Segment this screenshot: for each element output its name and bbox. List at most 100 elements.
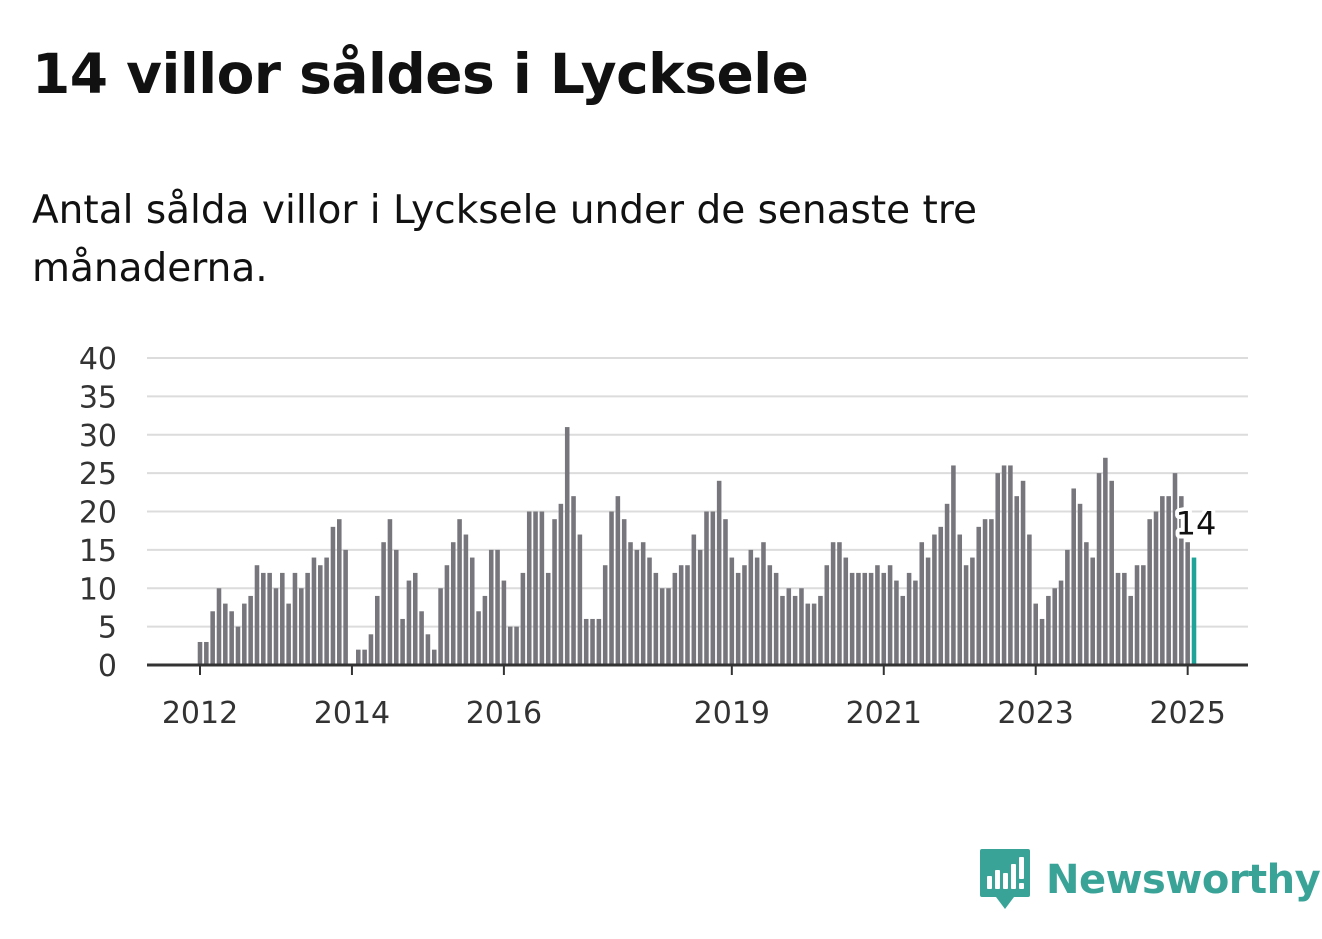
- bar: [1166, 496, 1171, 665]
- bar: [539, 511, 545, 665]
- bar: [868, 572, 874, 665]
- bar: [710, 511, 716, 665]
- bar: [932, 534, 937, 665]
- x-tick-label: 2014: [314, 696, 390, 731]
- bar: [735, 572, 741, 665]
- bar: [1090, 557, 1095, 665]
- bar: [1027, 534, 1032, 665]
- bar: [773, 572, 779, 665]
- grid-lines: [147, 357, 1248, 628]
- bar: [1147, 519, 1152, 665]
- bar: [754, 557, 760, 665]
- bar: [223, 603, 228, 665]
- bar: [514, 626, 519, 665]
- bar: [520, 572, 526, 665]
- bar: [318, 565, 323, 665]
- bar: [957, 534, 963, 665]
- bar: [1008, 465, 1013, 665]
- bar: [1096, 473, 1102, 665]
- bar: [305, 572, 310, 665]
- bar: [628, 542, 633, 665]
- bar: [1128, 595, 1133, 665]
- bar: [381, 542, 386, 665]
- bar: [989, 519, 994, 665]
- bar: [280, 572, 285, 665]
- bar: [723, 519, 728, 665]
- annotation: 14: [1172, 501, 1221, 547]
- bar: [602, 565, 608, 665]
- chart-subtitle: Antal sålda villor i Lycksele under de s…: [32, 188, 977, 291]
- bar: [995, 473, 1001, 665]
- bar: [1001, 465, 1007, 665]
- bar: [900, 595, 906, 665]
- bar: [545, 572, 551, 665]
- bar: [267, 572, 272, 665]
- bar: [425, 634, 431, 665]
- bar: [837, 542, 842, 665]
- bar: [1179, 496, 1184, 665]
- bar: [248, 595, 253, 665]
- bar: [507, 626, 513, 665]
- y-tick-label: 40: [79, 342, 117, 377]
- bar: [1071, 488, 1076, 665]
- bar: [678, 565, 684, 665]
- bar: [780, 595, 785, 665]
- bar: [691, 534, 697, 665]
- bar: [609, 511, 614, 665]
- bar: [913, 580, 918, 665]
- bar: [894, 580, 899, 665]
- bar: [362, 649, 367, 665]
- bar: [1058, 580, 1064, 665]
- bar: [615, 496, 621, 665]
- bar: [1153, 511, 1159, 665]
- bar: [843, 557, 849, 665]
- bar: [1046, 595, 1051, 665]
- bar: [596, 618, 602, 665]
- bar: [356, 649, 361, 665]
- bar: [875, 565, 880, 665]
- bar: [476, 611, 481, 665]
- bar: [976, 526, 982, 665]
- bar: [824, 565, 830, 665]
- bar: [558, 503, 564, 665]
- bar: [495, 549, 500, 665]
- bar: [1052, 588, 1057, 665]
- y-tick-label: 30: [79, 419, 117, 454]
- bar: [242, 603, 247, 665]
- bar: [881, 572, 887, 665]
- bar: [1109, 480, 1114, 665]
- last-value-label: 14: [1176, 505, 1217, 543]
- bar: [951, 465, 956, 665]
- bar: [818, 595, 823, 665]
- bar: [337, 519, 342, 665]
- bar: [286, 603, 291, 665]
- y-tick-label: 35: [79, 380, 117, 415]
- bar: [1103, 457, 1108, 665]
- bar: [716, 480, 722, 665]
- y-tick-label: 5: [98, 611, 117, 646]
- bar: [704, 511, 709, 665]
- x-tick-label: 2021: [846, 696, 922, 731]
- y-tick-label: 20: [79, 496, 117, 531]
- x-tick-label: 2019: [694, 696, 770, 731]
- bar: [469, 557, 475, 665]
- bar-chart-speech-bubble-icon: [980, 849, 1030, 909]
- bar: [697, 549, 703, 665]
- bar: [761, 542, 766, 665]
- bar: [292, 572, 298, 665]
- bar: [982, 519, 988, 665]
- bar: [1014, 496, 1020, 665]
- bar: [938, 526, 944, 665]
- bar: [792, 595, 798, 665]
- bar: [1134, 565, 1140, 665]
- bar: [963, 565, 969, 665]
- bar: [343, 549, 348, 665]
- bar: [387, 519, 393, 665]
- bar: [457, 519, 462, 665]
- bar: [406, 580, 412, 665]
- bar: [634, 549, 640, 665]
- bar: [438, 588, 443, 665]
- bar: [925, 557, 931, 665]
- bar: [1185, 542, 1190, 665]
- x-tick-label: 2016: [466, 696, 542, 731]
